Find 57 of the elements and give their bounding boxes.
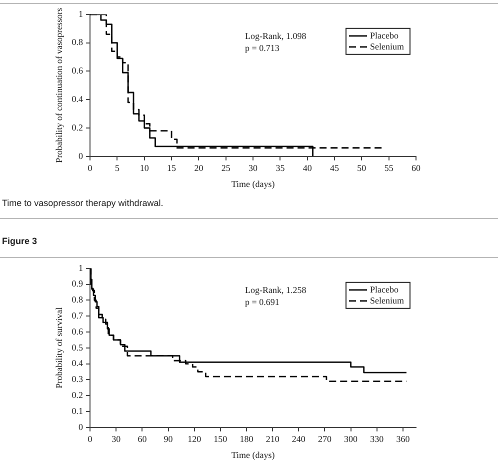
x-tick-label: 120 <box>188 434 202 444</box>
y-tick-label: 0.2 <box>72 390 84 400</box>
x-tick-label: 90 <box>164 434 174 444</box>
x-axis-title: Time (days) <box>231 450 275 460</box>
annotation: p = 0.713 <box>245 42 280 54</box>
x-tick-label: 60 <box>138 434 148 444</box>
x-tick-label: 210 <box>266 434 280 444</box>
y-tick-label: 0.9 <box>72 278 84 289</box>
x-tick-label: 30 <box>248 163 258 174</box>
y-tick-label: 0.4 <box>72 94 84 104</box>
y-tick-label: 0 <box>78 150 84 161</box>
y-tick-label: 0 <box>78 422 84 432</box>
x-tick-label: 45 <box>330 163 340 174</box>
chart-title: Figure 3 <box>2 236 38 246</box>
x-tick-label: 20 <box>194 163 204 174</box>
x-tick-label: 300 <box>344 434 358 444</box>
annotation: p = 0.691 <box>245 296 280 308</box>
x-tick-label: 5 <box>114 163 120 174</box>
x-tick-label: 150 <box>214 434 228 444</box>
y-axis-title: Probability of continuation of vasopressors <box>54 7 64 163</box>
y-axis-title: Probability of survival <box>54 306 64 388</box>
x-tick-label: 25 <box>221 163 231 174</box>
y-tick-label: 0.2 <box>72 122 84 132</box>
x-tick-label: 180 <box>240 434 254 444</box>
y-tick-label: 0.1 <box>72 406 84 416</box>
text: Time to vasopressor therapy withdrawal. <box>2 198 164 208</box>
legend-label: Placebo <box>370 284 399 294</box>
legend-label: Placebo <box>370 30 399 40</box>
legend-label: Selenium <box>370 41 404 52</box>
x-tick-label: 270 <box>318 434 332 444</box>
y-tick-label: 0.7 <box>72 310 84 320</box>
y-tick-label: 0.8 <box>72 294 84 305</box>
x-tick-label: 330 <box>370 434 384 444</box>
y-tick-label: 0.6 <box>72 66 84 76</box>
x-tick-label: 50 <box>357 163 367 174</box>
y-tick-label: 1 <box>78 8 84 19</box>
x-tick-label: 0 <box>88 434 93 444</box>
x-tick-label: 40 <box>302 163 312 174</box>
x-tick-label: 60 <box>412 163 421 174</box>
y-tick-label: 0.6 <box>72 326 84 336</box>
y-tick-label: 0.4 <box>72 358 84 368</box>
legend-label: Selenium <box>370 295 404 306</box>
annotation: Log-Rank, 1.098 <box>245 30 306 42</box>
x-tick-label: 0 <box>88 163 93 174</box>
x-tick-label: 10 <box>140 163 150 174</box>
y-tick-label: 0.8 <box>72 37 84 48</box>
x-axis-title: Time (days) <box>231 178 275 189</box>
y-tick-label: 1 <box>78 262 84 273</box>
x-tick-label: 30 <box>112 434 122 444</box>
y-tick-label: 0.3 <box>72 374 84 384</box>
x-tick-label: 240 <box>292 434 306 444</box>
x-tick-label: 15 <box>167 163 177 174</box>
y-tick-label: 0.5 <box>72 342 84 352</box>
x-tick-label: 55 <box>384 163 394 174</box>
x-tick-label: 360 <box>396 434 410 444</box>
x-tick-label: 35 <box>276 163 286 174</box>
annotation: Log-Rank, 1.258 <box>245 284 306 296</box>
